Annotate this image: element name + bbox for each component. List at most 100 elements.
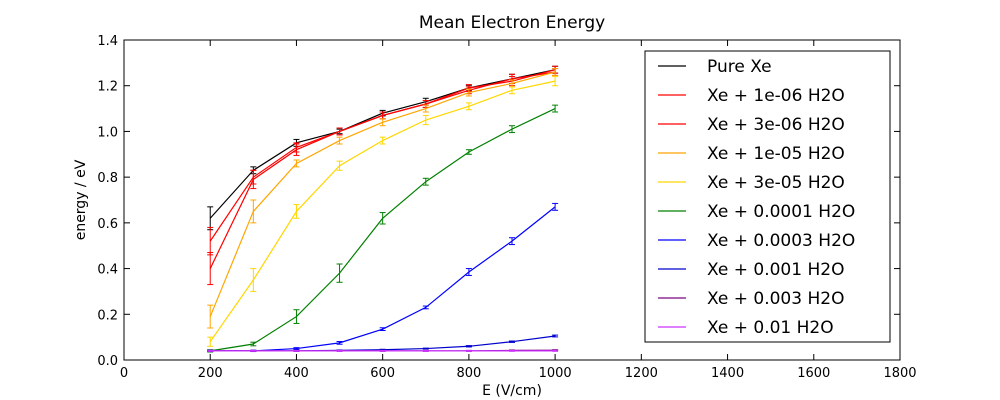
series-xe-0-01-h2o: [207, 349, 559, 352]
error-bar: [552, 349, 559, 352]
x-tick-label: 1600: [797, 366, 830, 381]
series-line: [209, 71, 556, 317]
error-bar: [207, 226, 214, 256]
series-xe-0-001-h2o: [207, 334, 559, 352]
error-bar: [552, 334, 559, 338]
legend-label: Xe + 0.003 H2O: [707, 289, 844, 309]
y-tick-label: 1.4: [97, 34, 118, 49]
series-xe-3e-05-h2o: [207, 76, 559, 347]
error-bar: [293, 159, 300, 168]
series-pure-xe: [207, 65, 559, 231]
error-bar: [422, 104, 429, 113]
y-tick-label: 0.4: [97, 263, 118, 278]
x-tick-label: 800: [456, 366, 481, 381]
error-bar: [293, 309, 300, 324]
error-bar: [336, 263, 343, 283]
error-bar: [336, 127, 343, 136]
error-bar: [379, 118, 386, 127]
legend-item: Pure Xe: [658, 57, 772, 77]
error-bar: [509, 340, 515, 343]
y-tick-label: 0.2: [97, 308, 118, 323]
error-bar: [293, 143, 300, 156]
error-bar: [465, 349, 472, 352]
legend-label: Xe + 0.0001 H2O: [707, 202, 855, 222]
error-bar: [422, 114, 429, 126]
error-bar: [422, 349, 429, 352]
chart-title: Mean Electron Energy: [419, 13, 605, 33]
error-bar: [250, 341, 257, 347]
plot-layer: [207, 65, 559, 353]
error-bar: [207, 252, 214, 286]
error-bar: [422, 347, 429, 350]
error-bar: [422, 177, 429, 186]
error-bar: [379, 349, 386, 352]
tick-layer: 0 200 400 600 800 1000 1200 1400 1600 1800 0.0 0.2 0…: [97, 34, 916, 381]
error-bar: [207, 349, 214, 352]
error-bar: [465, 345, 472, 348]
x-tick-label: 1000: [539, 366, 572, 381]
error-bar: [379, 136, 386, 145]
legend-label: Xe + 0.0003 H2O: [707, 231, 855, 251]
error-bar: [336, 340, 343, 345]
series-line: [209, 71, 556, 269]
legend-label: Xe + 3e-05 H2O: [707, 173, 845, 193]
error-bar: [379, 327, 386, 332]
error-bar: [422, 305, 429, 310]
error-bar: [552, 202, 559, 211]
legend-item: Xe + 0.01 H2O: [658, 318, 834, 338]
error-bar: [552, 104, 559, 113]
legend-label: Pure Xe: [707, 57, 772, 77]
error-bar: [250, 199, 257, 224]
error-bar: [552, 68, 559, 76]
legend-item: Xe + 1e-06 H2O: [658, 86, 845, 106]
legend: Pure Xe Xe + 1e-06 H2O Xe + 3e-06 H2O Xe + …: [644, 50, 891, 343]
error-bar: [293, 349, 300, 352]
y-tick-label: 1.2: [97, 80, 118, 95]
error-bar: [509, 349, 515, 352]
error-bar: [465, 88, 472, 97]
error-bar: [509, 86, 515, 95]
legend-item: Xe + 0.0003 H2O: [658, 231, 855, 251]
x-tick-label: 200: [198, 366, 223, 381]
series-line: [210, 108, 556, 352]
legend-label: Xe + 0.001 H2O: [707, 260, 844, 280]
x-axis-label: E (V/cm): [482, 383, 542, 399]
x-tick-label: 600: [370, 366, 395, 381]
y-tick-label: 1.0: [97, 125, 118, 140]
error-bar: [465, 268, 472, 276]
error-bar: [207, 206, 214, 231]
series-xe-1e-05-h2o: [207, 68, 559, 329]
error-bar: [207, 304, 214, 329]
error-bar: [379, 212, 386, 225]
x-tick-label: 1400: [711, 366, 744, 381]
series-xe-0-0003-h2o: [207, 202, 559, 353]
x-tick-label: 400: [284, 366, 309, 381]
legend-frame: [644, 50, 891, 343]
legend-label: Xe + 3e-06 H2O: [707, 115, 845, 135]
x-tick-label: 0: [120, 366, 128, 381]
plot-frame: [123, 39, 901, 361]
error-bar: [552, 76, 559, 87]
x-tick-label: 1200: [625, 366, 658, 381]
legend-item: Xe + 0.0001 H2O: [658, 202, 855, 222]
series-xe-1e-06-h2o: [207, 65, 559, 256]
error-bar: [250, 268, 257, 292]
error-bar: [509, 237, 515, 246]
series-xe-3e-06-h2o: [207, 68, 559, 286]
legend-label: Xe + 1e-05 H2O: [707, 144, 845, 164]
error-bar: [293, 204, 300, 219]
legend-item: Xe + 1e-05 H2O: [658, 144, 845, 164]
y-tick-label: 0.6: [97, 217, 118, 232]
y-axis-label: energy / eV: [73, 159, 89, 240]
error-bar: [207, 336, 214, 347]
y-tick-label: 0.0: [97, 354, 118, 369]
legend-item: Xe + 0.001 H2O: [658, 260, 844, 280]
x-tick-label: 1800: [883, 366, 916, 381]
error-bar: [465, 102, 472, 111]
error-bar: [293, 347, 300, 350]
legend-item: Xe + 0.003 H2O: [658, 289, 844, 309]
error-bar: [336, 349, 343, 352]
legend-label: Xe + 1e-06 H2O: [707, 86, 845, 106]
